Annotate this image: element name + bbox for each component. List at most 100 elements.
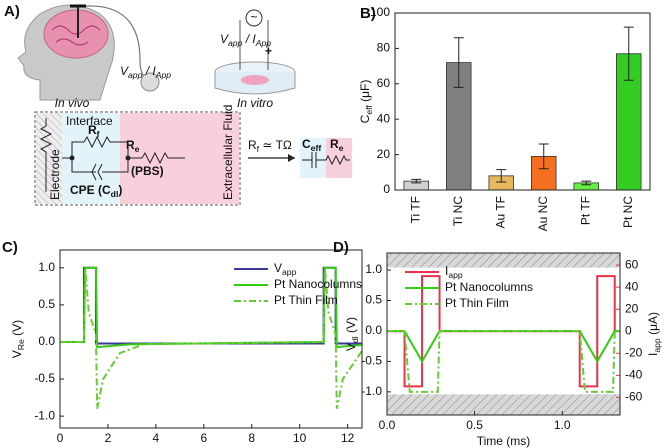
y2-tick-label: -60: [625, 390, 643, 404]
y-tick-label: 1.0: [38, 260, 55, 274]
text-part: I: [646, 353, 660, 356]
error-bar-line: [496, 169, 507, 183]
x-tick-label: Pt TF: [578, 196, 592, 225]
arrow-label: Rf ≃ TΩ: [248, 138, 292, 154]
legend-label: Vapp: [274, 261, 297, 277]
data-line: [60, 266, 363, 349]
text-part: R: [330, 137, 339, 151]
panel-label: C): [2, 239, 18, 256]
legend-label: Pt Nanocolumns: [445, 280, 533, 294]
subscript: dl: [111, 189, 119, 199]
y-tick-label: 0.5: [365, 293, 382, 307]
text-part: Pt Thin Film: [445, 296, 509, 310]
text-part: C: [302, 137, 311, 151]
panel-label: B): [360, 5, 376, 22]
text-part: (V): [344, 317, 358, 336]
subscript: f: [97, 129, 100, 139]
y2-tick-label: -40: [625, 367, 643, 381]
text-part: V: [120, 64, 129, 78]
subscript: f: [257, 144, 260, 154]
error-bar: [453, 37, 464, 88]
y-tick-label: 80: [377, 41, 391, 55]
data-line: [60, 267, 363, 409]
y2-axis-label: Iapp (μA): [646, 312, 662, 356]
text-part: V: [274, 261, 282, 275]
plot-frame: [59, 249, 363, 429]
error-bar-line: [411, 178, 422, 184]
error-bar-line: [453, 37, 464, 88]
caption: In vitro: [237, 96, 273, 110]
subscript: app: [448, 270, 463, 280]
y2-tick-label: 0: [625, 323, 632, 337]
data-line: [387, 329, 620, 364]
x-tick-label: 0: [57, 431, 64, 445]
y-tick-label: -0.5: [34, 371, 55, 385]
y-tick-label: 60: [377, 76, 391, 90]
y-axis-label: VRe (V): [10, 320, 26, 358]
region-label: Electrode: [48, 149, 62, 200]
legend-label: Iapp: [445, 264, 463, 280]
legend-label: Pt Thin Film: [445, 296, 509, 310]
x-tick-label: 1.0: [554, 418, 571, 432]
x-tick-label: Au TF: [493, 196, 507, 228]
subscript: Re: [16, 339, 26, 350]
y-tick-label: 0.0: [38, 334, 55, 348]
text-part: V: [10, 350, 24, 358]
hatched-region: [387, 394, 620, 415]
y-tick-label: -1.0: [34, 408, 55, 422]
y-tick-label: 40: [377, 111, 391, 125]
error-bar: [411, 178, 422, 184]
text-part: / I: [242, 32, 256, 46]
component-label: CPE (Cdl): [70, 183, 122, 199]
y2-tick-label: 60: [625, 257, 639, 271]
y2-tick-label: -20: [625, 345, 643, 359]
legend-label: Pt Nanocolumns: [274, 277, 362, 291]
text-part: Pt Nanocolumns: [445, 280, 533, 294]
subscript: App: [155, 70, 172, 80]
subscript: e: [135, 144, 140, 154]
x-tick-label: Ti NC: [451, 196, 465, 227]
y-axis-label: Ceff (μF): [358, 80, 374, 124]
x-axis-label: Time (ms): [477, 434, 531, 448]
y-tick-label: -0.5: [361, 354, 382, 368]
y-tick-label: 0.0: [365, 323, 382, 337]
text-part: CPE (C: [70, 183, 111, 197]
x-tick-label: 2: [105, 431, 112, 445]
hatched-region: [387, 253, 620, 268]
text-part: C: [358, 114, 372, 123]
subscript: app: [228, 38, 243, 48]
region-label: Interface: [66, 114, 113, 128]
error-bar: [623, 26, 634, 81]
text-part: R: [248, 138, 257, 152]
error-bar-line: [581, 180, 592, 186]
component-label: Re: [330, 137, 344, 153]
x-tick-label: 12: [341, 431, 355, 445]
component-label: (PBS): [131, 164, 164, 178]
y-tick-label: -1.0: [361, 384, 382, 398]
legend-label: Pt Thin Film: [274, 293, 338, 307]
y2-tick-label: 40: [625, 279, 639, 293]
subscript: app: [282, 267, 297, 277]
component-label: Rf: [88, 123, 100, 139]
y-axis-label: Vdl (V): [344, 317, 360, 351]
head-illustration: [17, 4, 160, 101]
text-part: ): [118, 183, 122, 197]
subscript: e: [339, 143, 344, 153]
panel-label: D): [333, 239, 349, 256]
region-label: Extracellular Fluid: [221, 105, 235, 200]
generator-symbol: ~: [250, 10, 257, 24]
x-tick-label: Au NC: [536, 196, 550, 232]
component-label: Ceff: [302, 137, 321, 153]
subscript: App: [255, 38, 272, 48]
plot-frame: [386, 252, 621, 416]
x-tick-label: 6: [200, 431, 207, 445]
x-tick-label: 8: [248, 431, 255, 445]
text-part: V: [344, 343, 358, 351]
error-bar: [581, 180, 592, 186]
y-tick-label: 0.5: [38, 297, 55, 311]
subscript: app: [652, 338, 662, 353]
x-tick-label: 10: [293, 431, 307, 445]
circuit: [34, 111, 352, 206]
